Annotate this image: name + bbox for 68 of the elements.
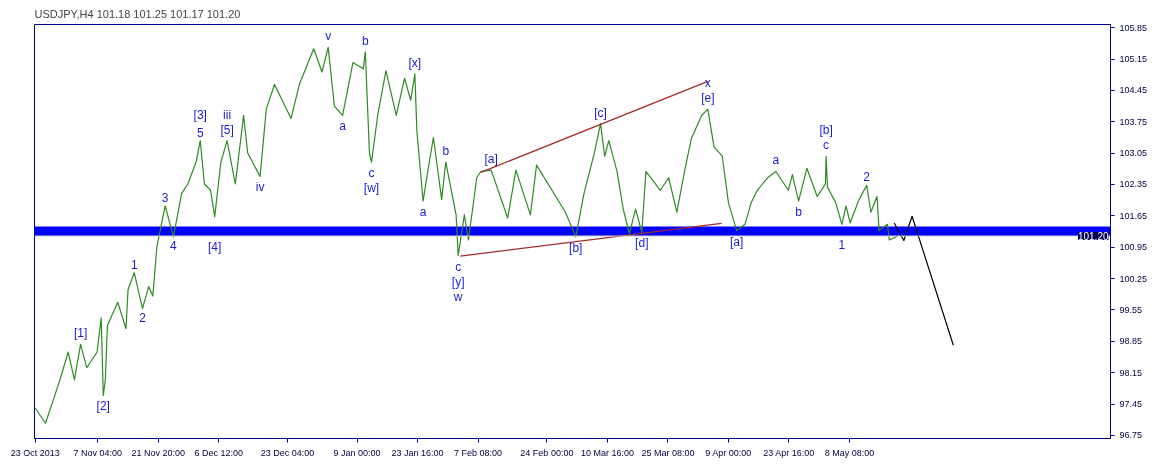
annotation: [2] bbox=[96, 399, 110, 414]
annotation: [1] bbox=[73, 326, 88, 341]
y-tick-label: 103.75 bbox=[1119, 116, 1148, 127]
y-tick-label: 103.05 bbox=[1119, 148, 1148, 159]
y-tick-label: 105.15 bbox=[1119, 54, 1148, 64]
annotation: a bbox=[339, 119, 347, 134]
x-tick-label: 23 Oct 2013 bbox=[10, 447, 60, 458]
annotation: w bbox=[452, 289, 463, 304]
line-series bbox=[893, 215, 954, 346]
annotation: [y] bbox=[451, 274, 465, 289]
line-series bbox=[34, 46, 899, 424]
y-tick-label: 100.95 bbox=[1119, 242, 1148, 253]
annotation: 3 bbox=[161, 190, 169, 205]
x-tick-label: 6 Dec 12:00 bbox=[194, 447, 244, 458]
annotation: [e] bbox=[701, 91, 715, 106]
annotation: [a] bbox=[730, 234, 744, 249]
annotation: 1 bbox=[838, 237, 846, 252]
y-tick-label: 96.75 bbox=[1119, 430, 1143, 441]
annotation: [3] bbox=[193, 107, 207, 122]
annotation: c bbox=[368, 166, 375, 181]
x-tick-label: 24 Feb 00:00 bbox=[520, 447, 574, 458]
annotation: [x] bbox=[408, 55, 422, 70]
x-tick-label: 8 May 08:00 bbox=[824, 447, 875, 458]
annotation: c bbox=[455, 259, 462, 274]
ref-line-label: 101.20 bbox=[1077, 230, 1109, 242]
y-tick-label: 105.85 bbox=[1119, 22, 1148, 33]
annotation: 2 bbox=[863, 170, 871, 185]
annotation: 4 bbox=[170, 238, 178, 253]
x-tick-label: 7 Nov 04:00 bbox=[73, 447, 123, 458]
annotation: 1 bbox=[130, 257, 138, 272]
annotation: b bbox=[361, 33, 369, 48]
annotation: [b] bbox=[569, 240, 583, 255]
annotation: c bbox=[823, 138, 830, 153]
y-tick-label: 100.25 bbox=[1119, 273, 1148, 284]
annotation: b bbox=[442, 144, 450, 159]
y-tick-label: 104.45 bbox=[1119, 85, 1148, 96]
x-tick-label: 23 Jan 16:00 bbox=[391, 447, 444, 458]
annotation: [w] bbox=[363, 181, 380, 196]
annotation: [a] bbox=[484, 152, 498, 167]
y-tick-label: 98.15 bbox=[1119, 367, 1143, 378]
annotation: iv bbox=[255, 180, 265, 195]
x-tick-label: 23 Apr 16:00 bbox=[763, 447, 815, 458]
annotation: b bbox=[795, 205, 803, 220]
y-tick-label: 97.45 bbox=[1119, 399, 1143, 409]
x-tick-label: 9 Jan 00:00 bbox=[333, 447, 381, 458]
annotation: 2 bbox=[139, 310, 147, 325]
annotation: a bbox=[419, 205, 427, 220]
annotation: [4] bbox=[208, 239, 222, 254]
y-tick-label: 98.85 bbox=[1119, 336, 1143, 347]
y-tick-label: 102.35 bbox=[1119, 179, 1148, 190]
x-tick-label: 10 Mar 16:00 bbox=[580, 447, 634, 458]
annotation: a bbox=[772, 153, 780, 168]
y-tick-label: 99.55 bbox=[1119, 304, 1143, 315]
x-tick-label: 23 Dec 04:00 bbox=[260, 447, 315, 458]
annotation: iii bbox=[223, 107, 232, 122]
annotation: 5 bbox=[196, 125, 204, 140]
annotation: [5] bbox=[220, 122, 234, 137]
annotation: [c] bbox=[594, 105, 607, 120]
annotation: [d] bbox=[635, 236, 649, 251]
annotation: [b] bbox=[819, 123, 833, 138]
annotation: x bbox=[704, 76, 711, 91]
x-tick-label: 21 Nov 20:00 bbox=[131, 447, 186, 458]
x-tick-label: 7 Feb 08:00 bbox=[454, 447, 503, 458]
annotation: v bbox=[325, 29, 332, 44]
y-tick-label: 101.65 bbox=[1119, 210, 1148, 221]
chart-title: USDJPY,H4 101.18 101.25 101.17 101.20 bbox=[34, 7, 241, 20]
x-tick-label: 25 Mar 08:00 bbox=[641, 447, 695, 458]
x-tick-label: 9 Apr 00:00 bbox=[705, 447, 752, 458]
